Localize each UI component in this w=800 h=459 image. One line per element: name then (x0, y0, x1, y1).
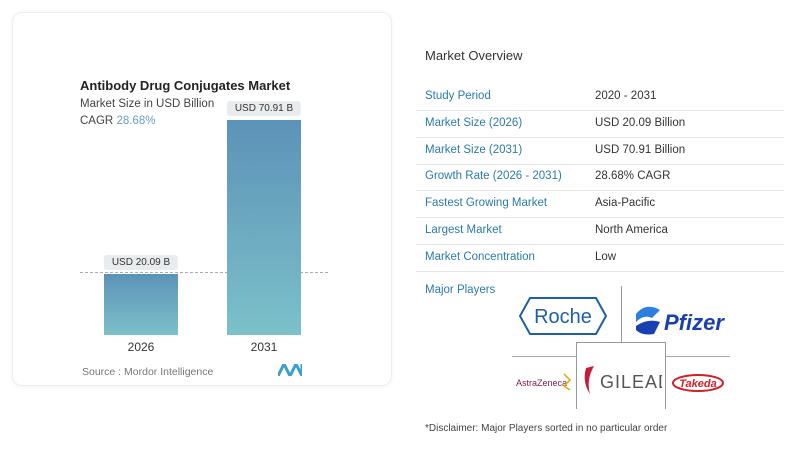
row-label: Growth Rate (2026 - 2031) (425, 170, 562, 183)
row-value: North America (595, 224, 668, 236)
roche-logo: Roche (518, 297, 608, 335)
row-label: Market Concentration (425, 250, 535, 263)
mordor-logo-icon (278, 364, 302, 376)
data-label: USD 70.91 B (226, 101, 302, 116)
overview-title: Market Overview (425, 48, 523, 63)
pfizer-logo: Pfizer (636, 306, 725, 335)
roche-logo-text: Roche (534, 306, 592, 328)
cagr: CAGR 28.68% (80, 115, 155, 127)
row-label: Market Size (2026) (425, 116, 523, 129)
gilead-logo-text: GILEAD (600, 372, 662, 392)
row-label: Study Period (425, 90, 491, 102)
data-label: USD 20.09 B (103, 255, 179, 271)
divider (621, 286, 622, 342)
source: Source : Mordor Intelligence (82, 366, 214, 378)
major-players-title: Major Players (425, 284, 496, 296)
chart-title: Antibody Drug Conjugates Market (80, 78, 291, 93)
cagr-label: CAGR (80, 115, 114, 127)
overview-row: Market Concentration Low (416, 245, 784, 272)
astrazeneca-logo-text: AstraZeneca (516, 378, 567, 388)
reference-line (80, 272, 328, 273)
x-tick-label: 2031 (250, 340, 278, 354)
pfizer-logo-text: Pfizer (664, 310, 725, 335)
takeda-logo: Takeda (672, 374, 724, 392)
row-value: 28.68% CAGR (595, 170, 671, 183)
overview-row: Fastest Growing Market Asia-Pacific (416, 191, 784, 219)
row-value: Low (595, 250, 617, 263)
row-value: Asia-Pacific (595, 197, 656, 210)
disclaimer: *Disclaimer: Major Players sorted in no … (425, 423, 668, 434)
astrazeneca-logo: AstraZeneca (516, 373, 572, 391)
overview-row: Market Size (2026) USD 20.09 Billion (416, 111, 784, 138)
row-value: USD 70.91 Billion (595, 143, 686, 156)
row-value: USD 20.09 Billion (595, 116, 686, 129)
chart-subtitle: Market Size in USD Billion (80, 98, 215, 110)
gilead-box (576, 342, 666, 409)
row-value: 2020 - 2031 (595, 90, 657, 102)
bar-2031 (227, 120, 301, 335)
overview-row: Market Size (2031) USD 70.91 Billion (416, 138, 784, 165)
overview-row: Study Period 2020 - 2031 (416, 84, 784, 111)
overview-row: Growth Rate (2026 - 2031) 28.68% CAGR (416, 164, 784, 192)
row-label: Market Size (2031) (425, 143, 523, 156)
x-tick-label: 2026 (127, 340, 155, 354)
row-label: Fastest Growing Market (425, 197, 548, 210)
cagr-value: 28.68% (116, 115, 156, 127)
takeda-logo-text: Takeda (679, 378, 717, 390)
bar-2026 (104, 274, 178, 335)
gilead-logo: GILEAD (584, 366, 662, 394)
chart-card (12, 12, 392, 386)
overview-row: Largest Market North America (416, 218, 784, 245)
row-label: Largest Market (425, 224, 502, 236)
